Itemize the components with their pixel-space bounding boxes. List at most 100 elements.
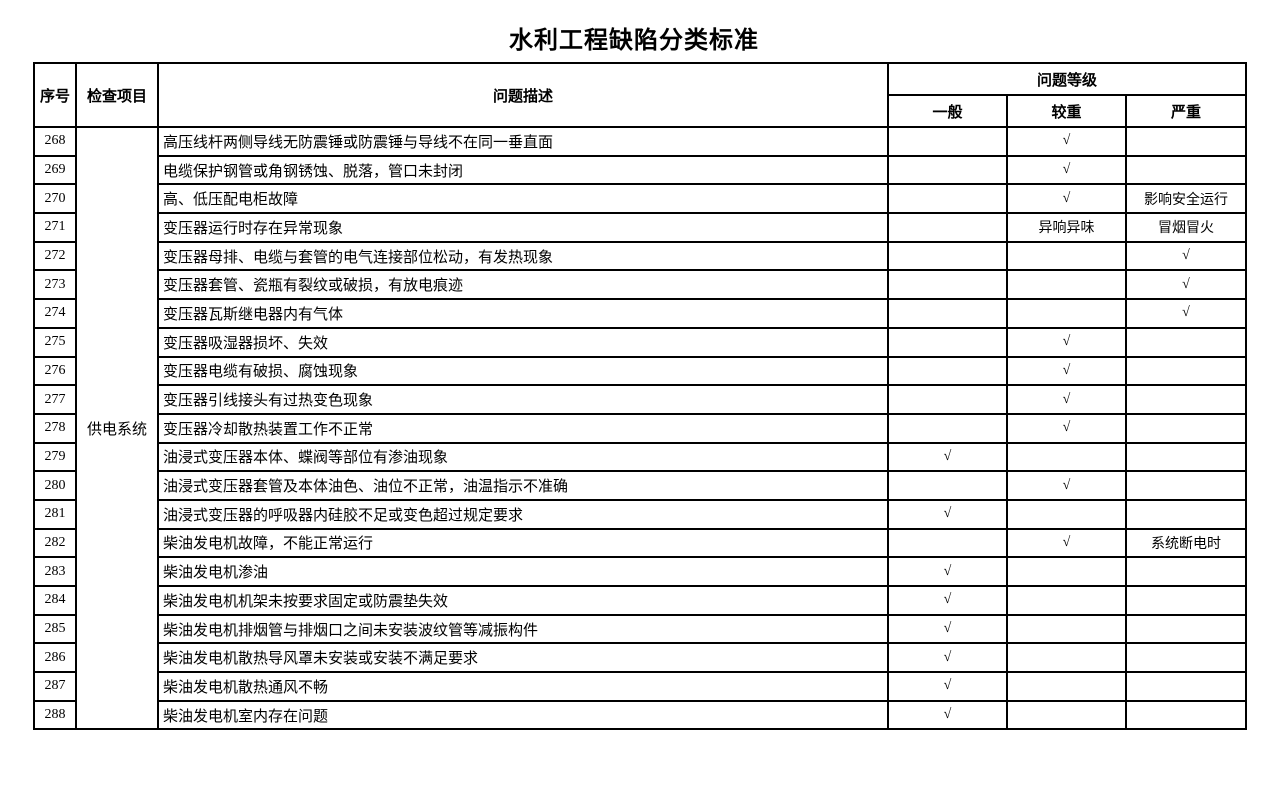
level-general-cell	[887, 126, 1008, 157]
level-moderate-cell: √	[1006, 355, 1127, 387]
level-general-cell	[887, 240, 1008, 272]
level-general-cell	[887, 384, 1008, 415]
table-row: 268 供电系统 高压线杆两侧导线无防震锤或防震锤与导线不在同一垂直面 √	[33, 125, 1247, 731]
level-moderate-cell: 异响异味	[1006, 212, 1127, 243]
level-severe-cell	[1125, 355, 1247, 387]
level-severe-cell	[1125, 671, 1247, 702]
level-general-cell	[887, 298, 1008, 329]
level-severe-cell	[1125, 556, 1247, 587]
level-general-cell	[887, 326, 1008, 358]
level-severe-cell: √	[1125, 298, 1247, 329]
level-general-cell: √	[887, 671, 1008, 702]
level-severe-cell	[1125, 585, 1247, 616]
problem-description: 变压器吸湿器损坏、失效	[157, 326, 889, 358]
level-general-cell	[887, 412, 1008, 444]
level-general-cell	[887, 355, 1008, 387]
row-number: 278	[33, 412, 77, 444]
level-severe-cell: √	[1125, 240, 1247, 272]
table-row: 279 油浸式变压器本体、蝶阀等部位有渗油现象 √	[33, 441, 1247, 473]
level-general-cell	[887, 527, 1008, 559]
level-general-cell	[887, 154, 1008, 186]
level-general-cell: √	[887, 699, 1008, 731]
header-row-1: 序号 检查项目 问题描述 问题等级	[33, 62, 1247, 128]
problem-description: 高压线杆两侧导线无防震锤或防震锤与导线不在同一垂直面	[157, 126, 889, 157]
level-moderate-cell	[1006, 699, 1127, 731]
level-general-cell	[887, 470, 1008, 501]
level-moderate-cell	[1006, 498, 1127, 530]
level-moderate-cell: √	[1006, 126, 1127, 157]
page-title: 水利工程缺陷分类标准	[509, 27, 759, 54]
level-moderate-cell	[1006, 556, 1127, 587]
header-problem-description: 问题描述	[157, 62, 889, 128]
level-severe-cell	[1125, 154, 1247, 186]
row-number: 274	[33, 298, 77, 329]
level-general-cell: √	[887, 585, 1008, 616]
level-moderate-cell: √	[1006, 154, 1127, 186]
problem-description: 柴油发电机散热通风不畅	[157, 671, 889, 702]
problem-description: 变压器套管、瓷瓶有裂纹或破损，有放电痕迹	[157, 269, 889, 301]
table-row: 278 变压器冷却散热装置工作不正常 √	[33, 412, 1247, 444]
row-number: 285	[33, 613, 77, 645]
row-number: 279	[33, 441, 77, 473]
row-number: 282	[33, 527, 77, 559]
inspection-item-merged-cell: 供电系统	[75, 125, 159, 731]
table-row: 288 柴油发电机室内存在问题 √	[33, 699, 1247, 731]
row-number: 280	[33, 470, 77, 501]
level-general-cell	[887, 212, 1008, 243]
problem-description: 油浸式变压器套管及本体油色、油位不正常，油温指示不准确	[157, 470, 889, 501]
row-number: 273	[33, 269, 77, 301]
level-severe-cell	[1125, 384, 1247, 415]
header-level-general: 一般	[887, 94, 1008, 128]
table-row: 276 变压器电缆有破损、腐蚀现象 √	[33, 355, 1247, 387]
level-severe-cell: √	[1125, 269, 1247, 301]
row-number: 276	[33, 355, 77, 387]
problem-description: 变压器引线接头有过热变色现象	[157, 384, 889, 415]
header-level-moderate: 较重	[1006, 94, 1127, 128]
table-row: 274 变压器瓦斯继电器内有气体 √	[33, 298, 1247, 329]
level-moderate-cell: √	[1006, 384, 1127, 415]
problem-description: 变压器冷却散热装置工作不正常	[157, 412, 889, 444]
problem-description: 柴油发电机渗油	[157, 556, 889, 587]
level-general-cell	[887, 269, 1008, 301]
level-moderate-cell	[1006, 269, 1127, 301]
row-number: 277	[33, 384, 77, 415]
problem-description: 变压器母排、电缆与套管的电气连接部位松动，有发热现象	[157, 240, 889, 272]
level-severe-cell	[1125, 126, 1247, 157]
problem-description: 油浸式变压器的呼吸器内硅胶不足或变色超过规定要求	[157, 498, 889, 530]
header-level-severe: 严重	[1125, 94, 1247, 128]
problem-description: 柴油发电机室内存在问题	[157, 699, 889, 731]
level-general-cell	[887, 183, 1008, 215]
level-general-cell: √	[887, 613, 1008, 645]
level-moderate-cell	[1006, 613, 1127, 645]
level-severe-cell: 影响安全运行	[1125, 183, 1247, 215]
row-number: 288	[33, 699, 77, 731]
table-row: 269 电缆保护钢管或角钢锈蚀、脱落，管口未封闭 √	[33, 154, 1247, 186]
row-number: 272	[33, 240, 77, 272]
table-row: 283 柴油发电机渗油 √	[33, 556, 1247, 587]
level-severe-cell	[1125, 326, 1247, 358]
row-number: 287	[33, 671, 77, 702]
level-general-cell: √	[887, 556, 1008, 587]
level-moderate-cell	[1006, 441, 1127, 473]
level-moderate-cell	[1006, 671, 1127, 702]
level-severe-cell	[1125, 498, 1247, 530]
header-row-2: 一般 较重 严重	[34, 94, 1247, 128]
level-moderate-cell: √	[1006, 183, 1127, 215]
table-row: 280 油浸式变压器套管及本体油色、油位不正常，油温指示不准确 √	[33, 470, 1247, 501]
level-moderate-cell	[1006, 585, 1127, 616]
table-row: 277 变压器引线接头有过热变色现象 √	[33, 384, 1247, 415]
level-severe-cell: 系统断电时	[1125, 527, 1247, 559]
problem-description: 柴油发电机散热导风罩未安装或安装不满足要求	[157, 642, 889, 674]
row-number: 281	[33, 498, 77, 530]
level-moderate-cell: √	[1006, 470, 1127, 501]
row-number: 269	[33, 154, 77, 186]
level-moderate-cell: √	[1006, 412, 1127, 444]
table-row: 270 高、低压配电柜故障 √ 影响安全运行	[33, 183, 1247, 215]
table-row: 271 变压器运行时存在异常现象 异响异味 冒烟冒火	[33, 212, 1247, 243]
row-number: 268	[33, 126, 77, 157]
problem-description: 柴油发电机故障，不能正常运行	[157, 527, 889, 559]
table-row: 281 油浸式变压器的呼吸器内硅胶不足或变色超过规定要求 √	[33, 498, 1247, 530]
problem-description: 电缆保护钢管或角钢锈蚀、脱落，管口未封闭	[157, 154, 889, 186]
defect-classification-table: 序号 检查项目 问题描述 问题等级 一般 较重 严重 268 供电系统 高压线杆两侧…	[33, 62, 1247, 731]
